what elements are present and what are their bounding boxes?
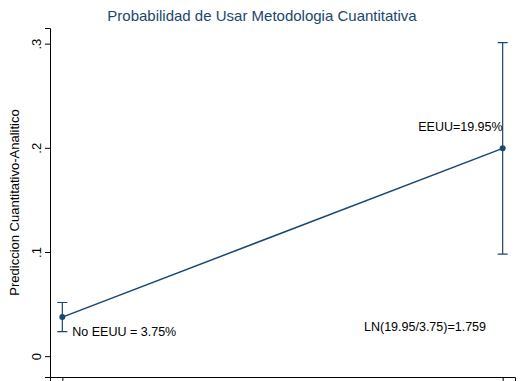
error-bar-line: [57, 303, 67, 332]
line: [62, 148, 502, 317]
error-bar: [498, 43, 508, 254]
y-tick: 0: [29, 353, 50, 360]
annotation: EEUU=19.95%: [418, 120, 502, 134]
x-axis-line: [51, 378, 516, 381]
x-tick: [62, 377, 63, 381]
y-tick-mark: [45, 252, 50, 253]
y-tick: .2: [29, 143, 50, 154]
title: Probabilidad de Usar Metodologia Cuantit…: [107, 7, 417, 24]
y-tick: .1: [29, 247, 50, 258]
y-tick-label: 0: [29, 353, 44, 360]
point: [59, 314, 65, 320]
y-tick-mark: [45, 44, 50, 45]
error-bar-line: [498, 43, 508, 254]
y-axis: 0 .1 .2 .3: [29, 29, 51, 378]
x-axis: [51, 377, 516, 381]
chart: Probabilidad de Usar Metodologia Cuantit…: [0, 0, 524, 381]
y-tick-mark: [45, 148, 50, 149]
y-axis-title: Prediccion Cuantitativo-Analitico: [7, 109, 22, 295]
background: [0, 0, 524, 381]
y-axis-line: [45, 29, 51, 378]
y-tick-label: .1: [29, 247, 44, 258]
error-bar: [57, 303, 67, 332]
y-tick-label: .2: [29, 143, 44, 154]
y-tick: .3: [29, 39, 50, 50]
y-tick-mark: [45, 356, 50, 357]
annotation: LN(19.95/3.75)=1.759: [364, 320, 486, 334]
x-tick: [503, 377, 504, 381]
x-tick-mark: [62, 377, 63, 381]
x-tick-mark: [503, 377, 504, 381]
y-tick-label: .3: [29, 39, 44, 50]
plot-area: [57, 43, 507, 332]
annotation: No EEUU = 3.75%: [72, 325, 176, 339]
point: [500, 145, 506, 151]
